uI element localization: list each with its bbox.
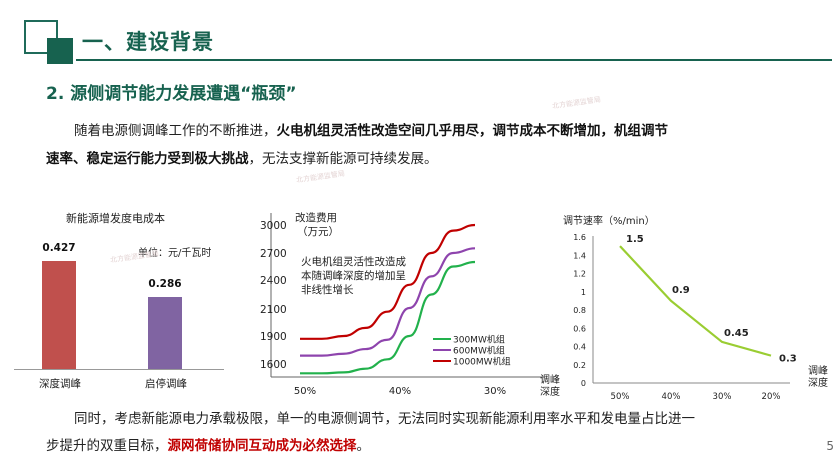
speed-y-tick: 1.6 bbox=[573, 233, 586, 242]
cost-y-tick: 1900 bbox=[260, 331, 287, 343]
intro-bold-2: 速率、稳定运行能力受到极大挑战 bbox=[46, 151, 249, 167]
header-divider bbox=[76, 59, 832, 61]
speed-chart: 调节速率（%/min） 1.6 1.4 1.2 1 0.8 0.6 0.4 0.2 0 50% 40… bbox=[563, 214, 797, 402]
cost-x-tick: 30% bbox=[484, 386, 506, 395]
header-decoration-square bbox=[47, 38, 73, 64]
speed-series-line bbox=[619, 245, 772, 357]
cost-annotation: 火电机组灵活性改造成 bbox=[301, 255, 406, 268]
conclusion-line1: 同时，考虑新能源电力承载极限，单一的电源侧调节，无法同时实现新能源利用率水平和发… bbox=[74, 411, 695, 427]
cost-annotation: 本随调峰深度的增加呈 bbox=[301, 269, 406, 282]
speed-y-tick: 1 bbox=[581, 288, 586, 297]
watermark: 北方能源监管局 bbox=[109, 249, 160, 265]
cost-y-tick: 3000 bbox=[260, 220, 287, 232]
speed-xlabel-line: 深度 bbox=[808, 378, 828, 389]
speed-value-label: 0.45 bbox=[724, 328, 749, 339]
bar-category-label: 深度调峰 bbox=[39, 378, 81, 390]
cost-xlabel-line: 深度 bbox=[540, 387, 560, 398]
bar-chart-title: 新能源增发度电成本 bbox=[66, 212, 165, 225]
conclusion-prefix: 步提升的双重目标， bbox=[46, 438, 168, 454]
cost-xlabel-line: 调峰 bbox=[540, 375, 560, 386]
cost-y-tick: 1600 bbox=[260, 359, 287, 371]
speed-x-tick: 50% bbox=[611, 392, 630, 402]
speed-y-tick: 1.2 bbox=[573, 270, 586, 279]
speed-y-tick: 1.4 bbox=[573, 251, 586, 260]
intro-text: 随着电源侧调峰工作的不断推进， bbox=[74, 123, 277, 139]
watermark: 北方能源监管局 bbox=[551, 95, 602, 111]
cost-ylabel-unit: （万元） bbox=[297, 226, 339, 238]
speed-x-tick: 20% bbox=[762, 392, 781, 402]
bar-chart-unit: 单位：元/千瓦时 bbox=[138, 248, 212, 259]
cost-y-tick: 2100 bbox=[260, 304, 287, 316]
speed-y-tick: 0.6 bbox=[573, 324, 586, 333]
cost-xlabel: 调峰 深度 bbox=[540, 375, 560, 399]
bar-chart-baseline bbox=[14, 369, 224, 370]
speed-y-tick: 0.4 bbox=[573, 343, 586, 352]
conclusion-paragraph-line2: 步提升的双重目标，源网荷储协同互动成为必然选择。 bbox=[46, 432, 826, 460]
header-decoration-outline bbox=[24, 20, 58, 54]
section-title: 2. 源侧调节能力发展遭遇“瓶颈” bbox=[46, 84, 297, 104]
speed-x-tick: 40% bbox=[662, 392, 681, 402]
speed-x-tick: 30% bbox=[713, 392, 732, 402]
speed-ylabel: 调节速率（%/min） bbox=[563, 214, 655, 227]
cost-x-tick: 40% bbox=[389, 386, 411, 395]
page-number: 5 bbox=[826, 439, 834, 453]
speed-y-tick: 0.8 bbox=[573, 306, 586, 315]
intro-paragraph-line2: 速率、稳定运行能力受到极大挑战，无法支撑新能源可持续发展。 bbox=[46, 145, 806, 173]
speed-xlabel: 调峰 深度 bbox=[808, 366, 828, 390]
legend-label: 1000MW机组 bbox=[453, 356, 511, 368]
cost-x-tick: 50% bbox=[294, 386, 316, 395]
cost-y-tick: 2400 bbox=[260, 275, 287, 287]
cost-ylabel: 改造费用 bbox=[295, 211, 337, 224]
legend-label: 600MW机组 bbox=[453, 345, 505, 357]
intro-bold-1: 火电机组灵活性改造空间几乎用尽，调节成本不断增加，机组调节 bbox=[276, 123, 669, 139]
conclusion-paragraph: 同时，考虑新能源电力承载极限，单一的电源侧调节，无法同时实现新能源利用率水平和发… bbox=[46, 405, 826, 433]
page-title: 一、建设背景 bbox=[82, 30, 214, 54]
conclusion-suffix: 。 bbox=[356, 438, 371, 454]
speed-y-tick: 0.2 bbox=[573, 361, 586, 370]
speed-value-label: 1.5 bbox=[626, 234, 644, 245]
speed-value-label: 0.9 bbox=[672, 285, 690, 296]
speed-y-tick: 0 bbox=[581, 379, 586, 388]
bar-category-label: 启停调峰 bbox=[145, 378, 187, 390]
cost-annotation: 非线性增长 bbox=[301, 283, 354, 296]
bar-value-label: 0.286 bbox=[148, 277, 182, 290]
cost-series-line bbox=[300, 223, 476, 340]
conclusion-highlight: 源网荷储协同互动成为必然选择 bbox=[167, 438, 357, 454]
speed-xlabel-line: 调峰 bbox=[808, 366, 828, 377]
bar-value-label: 0.427 bbox=[42, 242, 76, 254]
speed-value-label: 0.3 bbox=[779, 354, 797, 365]
cost-curve-chart: 改造费用 （万元） 3000 2700 2400 2100 1900 1600 50% 40%… bbox=[260, 211, 545, 395]
cost-series-line bbox=[299, 260, 476, 375]
legend-label: 300MW机组 bbox=[453, 334, 505, 346]
bar bbox=[148, 296, 182, 369]
intro-paragraph: 随着电源侧调峰工作的不断推进，火电机组灵活性改造空间几乎用尽，调节成本不断增加，… bbox=[46, 117, 806, 145]
cost-series-line bbox=[299, 247, 476, 357]
cost-y-tick: 2700 bbox=[260, 248, 287, 260]
bar bbox=[42, 261, 76, 369]
intro-text-2: ，无法支撑新能源可持续发展。 bbox=[248, 151, 438, 167]
